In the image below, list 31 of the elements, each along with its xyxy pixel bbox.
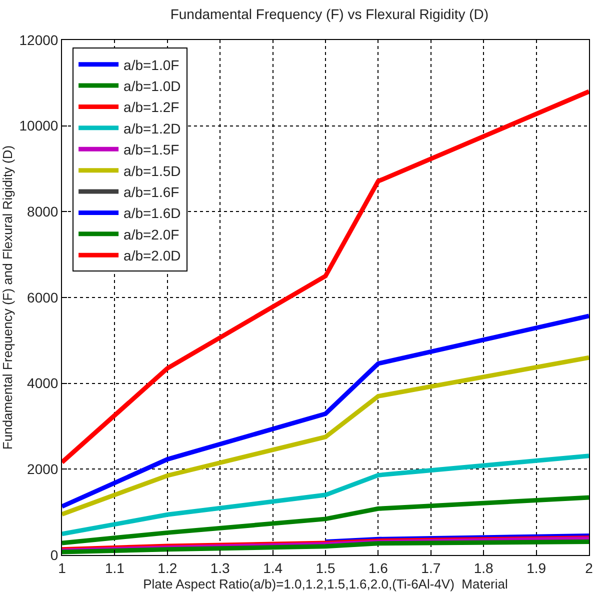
- x-tick-label: 1.9: [526, 560, 546, 576]
- x-axis-title: Plate Aspect Ratio(a/b)=1.0,1.2,1.5,1.6,2.0,(Ti-6Al-4V) Material: [143, 576, 508, 592]
- x-tick-label: 1.2: [158, 560, 178, 576]
- x-tick-label: 1.1: [104, 560, 125, 576]
- y-tick-label: 0: [50, 546, 58, 563]
- y-tick-label: 10000: [19, 118, 58, 134]
- legend-label: a/b=2.0D: [124, 248, 181, 264]
- x-tick-label: 1.8: [474, 560, 494, 576]
- x-tick-label: 2: [585, 560, 594, 576]
- y-axis-title: Fundamental Frequency (F) and Flexural Rigidity (D): [0, 145, 15, 450]
- x-tick-label: 1.7: [421, 560, 441, 576]
- legend-label: a/b=1.0F: [124, 56, 180, 73]
- legend-label: a/b=1.6F: [124, 184, 180, 200]
- x-tick-label: 1.5: [316, 560, 336, 576]
- chart-title: Fundamental Frequency (F) vs Flexural Rigidity (D): [170, 6, 489, 22]
- legend-label: a/b=1.5D: [124, 162, 181, 179]
- legend-label: a/b=2.0F: [124, 226, 180, 242]
- y-tick-label: 6000: [27, 289, 58, 306]
- x-tick-label: 1.6: [368, 560, 388, 576]
- y-tick-label: 8000: [27, 204, 58, 220]
- x-tick-label: 1.4: [263, 560, 283, 576]
- x-tick-label: 1.3: [210, 560, 230, 576]
- x-tick-label: 1: [58, 560, 66, 576]
- legend-label: a/b=1.6D: [124, 205, 181, 222]
- legend-label: a/b=1.2D: [124, 120, 181, 136]
- legend-label: a/b=1.2F: [124, 99, 180, 116]
- y-tick-label: 12000: [19, 32, 58, 48]
- y-tick-label: 4000: [27, 375, 58, 392]
- legend-label: a/b=1.5F: [124, 142, 180, 158]
- y-tick-label: 2000: [27, 461, 58, 478]
- legend-label: a/b=1.0D: [124, 78, 181, 94]
